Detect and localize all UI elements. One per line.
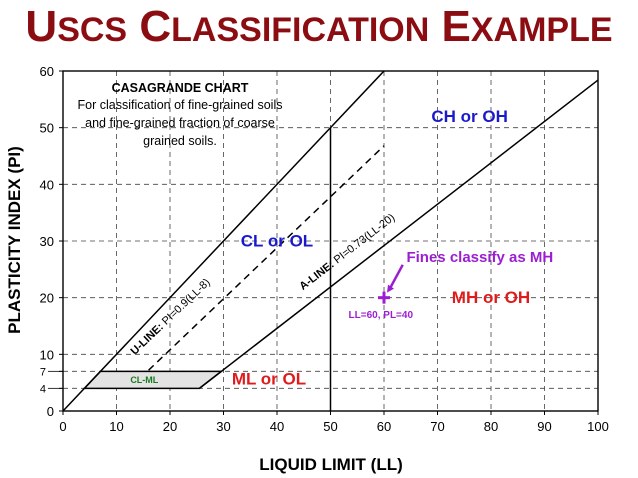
y-tick-label: 30 [40, 234, 54, 249]
region-label: CL or OL [241, 232, 313, 251]
y-tick-label: 10 [40, 347, 54, 362]
chart-subtitle-line: For classification of fine-grained soils [78, 98, 283, 112]
a-line-label: A-LINE: PI=0.73(LL-20) [297, 212, 397, 293]
chart-subtitle-line: grained soils. [143, 134, 217, 148]
x-tick-label: 0 [59, 419, 66, 434]
region-label: ML or OL [232, 369, 306, 388]
y-tick-label: 4 [40, 383, 46, 395]
slide-title: USCS CLASSIFICATION EXAMPLE [25, 2, 613, 51]
u-line [148, 145, 385, 371]
lines-layer [62, 70, 599, 412]
x-tick-label: 40 [270, 419, 284, 434]
x-tick-label: 80 [484, 419, 498, 434]
y-tick-label: 20 [40, 291, 54, 306]
x-tick-label: 10 [109, 419, 123, 434]
annotation-arrow [389, 264, 404, 289]
grid [63, 71, 598, 411]
x-tick-label: 20 [163, 419, 177, 434]
x-tick-label: 30 [216, 419, 230, 434]
y-axis-label: PLASTICITY INDEX (PI) [5, 146, 24, 334]
chart-subtitle-line: and fine-grained fraction of coarse [85, 116, 275, 130]
x-tick-label: 60 [377, 419, 391, 434]
data-point-label: LL=60, PL=40 [349, 310, 414, 321]
x-tick-label: 100 [587, 419, 609, 434]
y-tick-label: 40 [40, 177, 54, 192]
annotation-arrowhead [387, 284, 394, 293]
data-point-annotation: Fines classify as MH [406, 249, 553, 266]
x-tick-label: 90 [537, 419, 551, 434]
a-line [198, 79, 599, 389]
x-axis-label: LIQUID LIMIT (LL) [259, 455, 403, 474]
region-label: MH or OH [452, 288, 530, 307]
y-tick-label: 7 [40, 366, 46, 378]
cl-ml-label: CL-ML [130, 375, 158, 385]
chart-title: CASAGRANDE CHART [112, 81, 249, 95]
y-tick-label: 0 [47, 404, 54, 419]
x-tick-label: 50 [323, 419, 337, 434]
u-line-label: U-LINE: PI=0.9(LL-8) [129, 277, 213, 358]
y-tick-label: 60 [40, 64, 54, 79]
x-tick-label: 70 [430, 419, 444, 434]
label-layer: A-LINE: PI=0.73(LL-20) U-LINE: PI=0.9(LL-… [129, 107, 554, 388]
y-tick-label: 50 [40, 121, 54, 136]
region-label: CH or OH [431, 107, 508, 126]
chart-title-block: CASAGRANDE CHART For classification of f… [78, 81, 283, 148]
